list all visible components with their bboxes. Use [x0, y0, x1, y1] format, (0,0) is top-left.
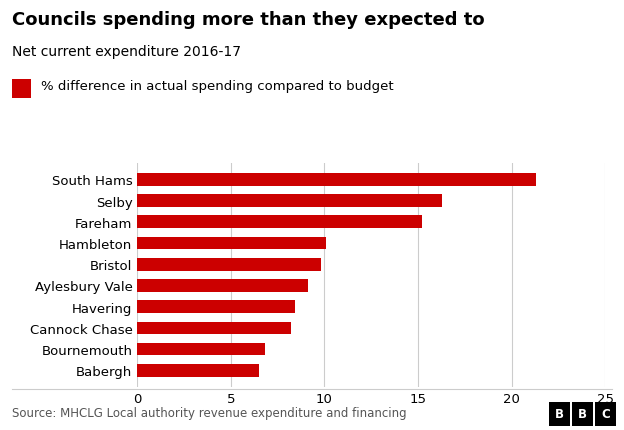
Bar	[137, 343, 265, 356]
Bar	[137, 237, 326, 250]
Text: Source: MHCLG Local authority revenue expenditure and financing: Source: MHCLG Local authority revenue ex…	[12, 406, 407, 419]
Bar	[137, 301, 295, 313]
Text: % difference in actual spending compared to budget: % difference in actual spending compared…	[41, 80, 393, 92]
Text: C: C	[601, 407, 610, 421]
Bar	[137, 364, 259, 377]
Bar	[137, 322, 291, 335]
Text: Councils spending more than they expected to: Councils spending more than they expecte…	[12, 11, 485, 29]
Bar	[137, 174, 536, 186]
Bar	[137, 258, 321, 271]
Bar	[137, 195, 442, 207]
Bar	[137, 216, 422, 229]
Bar	[137, 280, 308, 292]
Text: B: B	[555, 407, 564, 421]
Text: B: B	[578, 407, 587, 421]
Text: Net current expenditure 2016-17: Net current expenditure 2016-17	[12, 45, 241, 59]
